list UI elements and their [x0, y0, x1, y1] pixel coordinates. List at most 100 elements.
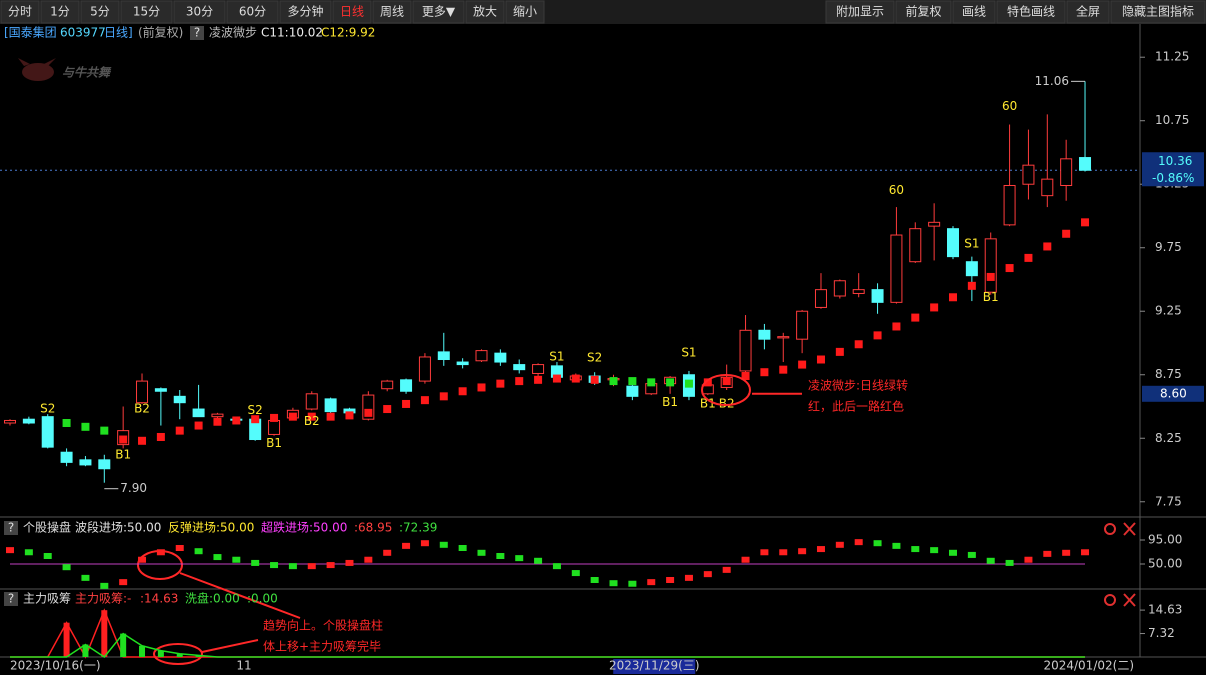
toolbar-button-label[interactable]: 60分 [239, 5, 266, 19]
signal-label: B1 [266, 436, 282, 450]
signal-dot [684, 379, 693, 388]
toolbar-button[interactable] [0, 0, 40, 24]
toolbar-button[interactable] [173, 0, 226, 24]
candle-body [814, 289, 827, 308]
y-tick-label: 14.63 [1148, 603, 1182, 617]
toolbar-button-label[interactable]: 更多▼ [422, 5, 456, 19]
legend-entry: :68.95 [354, 521, 392, 535]
signal-dot [100, 426, 109, 435]
signal-label: B2 [304, 414, 320, 428]
candle-body [211, 413, 224, 418]
indicator-value: C12:9.92 [321, 26, 375, 40]
toolbar-button-label[interactable]: 放大 [473, 4, 497, 19]
stock-info: [国泰集团 [4, 25, 57, 40]
toolbar-button[interactable] [952, 0, 996, 24]
bar [120, 633, 127, 657]
candle-body [22, 418, 35, 424]
dot [288, 563, 297, 570]
toolbar-button[interactable] [332, 0, 372, 24]
annotation-circle [153, 643, 203, 665]
candle-body [362, 394, 375, 420]
y-tick-label: 9.25 [1155, 304, 1182, 318]
candle-body [79, 459, 92, 466]
toolbar-button-label[interactable]: 分时 [8, 5, 32, 19]
signal-dot [213, 417, 222, 426]
toolbar-button-label[interactable]: 全屏 [1076, 4, 1100, 19]
signal-dot [81, 422, 90, 431]
dot [854, 539, 863, 546]
help[interactable]: ? [8, 592, 14, 606]
toolbar-button-label[interactable]: 前复权 [905, 4, 941, 19]
signal-label: S1 [964, 236, 979, 250]
candle-body [154, 388, 167, 392]
dot [156, 549, 165, 556]
toolbar-button-label[interactable]: 画线 [962, 5, 986, 19]
toolbar-button-label[interactable]: 多分钟 [287, 4, 323, 19]
y-tick-label: 7.75 [1155, 494, 1182, 508]
toolbar-button[interactable] [895, 0, 952, 24]
cursor-price-box [1142, 385, 1204, 402]
dot [1005, 559, 1014, 566]
signal-dot [967, 281, 976, 290]
help[interactable]: ? [8, 521, 14, 535]
toolbar-button[interactable] [996, 0, 1066, 24]
candle-body [4, 419, 16, 424]
dot [270, 562, 279, 569]
signal-label: B1 [115, 447, 131, 461]
toolbar-button-label[interactable]: 1分 [50, 5, 70, 19]
toolbar-button[interactable] [279, 0, 332, 24]
toolbar-button[interactable] [226, 0, 279, 24]
toolbar-button[interactable] [412, 0, 465, 24]
toolbar-button-label[interactable]: 30分 [186, 5, 213, 19]
signal-dot [835, 347, 844, 356]
dot [6, 547, 14, 554]
toolbar-button-label[interactable]: 特色画线 [1007, 4, 1055, 19]
dot [703, 571, 712, 578]
signal-dot [1081, 218, 1090, 227]
help-box[interactable] [4, 521, 18, 535]
candle-body [947, 228, 959, 258]
toolbar-button[interactable] [40, 0, 80, 24]
dot [835, 541, 844, 548]
stock-info: (前复权) [138, 25, 183, 40]
candle-body [1041, 178, 1054, 197]
dot [24, 549, 33, 556]
toolbar-button[interactable] [120, 0, 173, 24]
toolbar-button[interactable] [80, 0, 120, 24]
toolbar-button-label[interactable]: 隐藏主图指标 [1122, 4, 1194, 19]
signal-dot [854, 340, 863, 349]
dot [458, 545, 467, 551]
toolbar-button-label[interactable]: 周线 [380, 5, 404, 19]
candle-body [928, 221, 941, 227]
low-label: 7.90 [120, 481, 147, 495]
dot [326, 562, 335, 569]
panel-title: 主力吸筹 [23, 592, 71, 606]
help-box[interactable] [4, 592, 18, 606]
signal-label: B1 [662, 395, 678, 409]
dot [760, 549, 769, 556]
toolbar-button[interactable] [825, 0, 895, 24]
stock-info: 日线] [104, 26, 133, 40]
toolbar-button[interactable] [465, 0, 505, 24]
help[interactable]: ? [194, 26, 200, 40]
panel-icons[interactable] [1104, 522, 1136, 607]
toolbar-button[interactable] [372, 0, 412, 24]
toolbar-button[interactable] [505, 0, 545, 24]
help-box[interactable] [190, 26, 204, 40]
dot [119, 579, 128, 586]
toolbar-button[interactable] [1110, 0, 1206, 24]
signal-dot [288, 412, 297, 421]
toolbar-button-label[interactable]: 日线 [340, 5, 364, 19]
last-price-box [1142, 152, 1204, 187]
candle-body [626, 385, 639, 397]
toolbar-button[interactable] [1066, 0, 1110, 24]
signal-dot [383, 405, 392, 414]
toolbar-button-label[interactable]: 缩小 [513, 4, 537, 19]
toolbar-button-label[interactable]: 15分 [133, 5, 160, 19]
dot [911, 546, 920, 553]
toolbar-button-label[interactable]: 5分 [90, 5, 110, 19]
annotation-arrow [179, 572, 301, 619]
signal-dot [1043, 242, 1052, 251]
toolbar-button-label[interactable]: 附加显示 [836, 5, 884, 19]
signal-dot [402, 399, 411, 408]
